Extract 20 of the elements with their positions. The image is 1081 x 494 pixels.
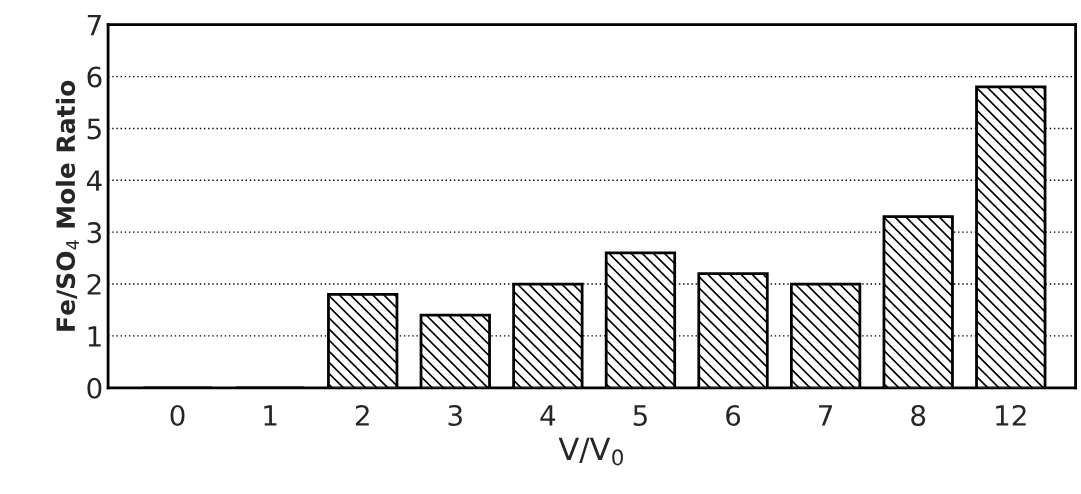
x-tick-label: 8 bbox=[911, 404, 926, 426]
y-tick-label: 1 bbox=[88, 326, 101, 347]
y-tick-label: 0 bbox=[87, 377, 102, 399]
x-tick-label: 3 bbox=[448, 404, 462, 426]
y-tick-label: 5 bbox=[87, 118, 101, 140]
y-tick-label: 2 bbox=[87, 273, 101, 295]
y-tick-label: 7 bbox=[87, 15, 101, 36]
x-tick-label: 1 bbox=[264, 405, 277, 426]
x-tick-label: 7 bbox=[819, 405, 833, 426]
x-tick-label: 12 bbox=[996, 404, 1026, 426]
x-tick-label: 2 bbox=[355, 404, 369, 426]
y-tick-label: 3 bbox=[87, 222, 102, 244]
x-tick-label: 6 bbox=[726, 404, 741, 426]
y-tick-label: 4 bbox=[86, 170, 102, 191]
x-tick-label: 4 bbox=[540, 405, 556, 426]
y-axis-title: Fe/SO$_{4}$ Mole Ratio bbox=[55, 80, 79, 331]
x-axis-title: V/V$_{0}$ bbox=[558, 437, 623, 466]
y-tick-label: 6 bbox=[87, 66, 102, 88]
x-tick-label: 0 bbox=[170, 404, 185, 426]
x-tick-label: 5 bbox=[633, 405, 647, 426]
